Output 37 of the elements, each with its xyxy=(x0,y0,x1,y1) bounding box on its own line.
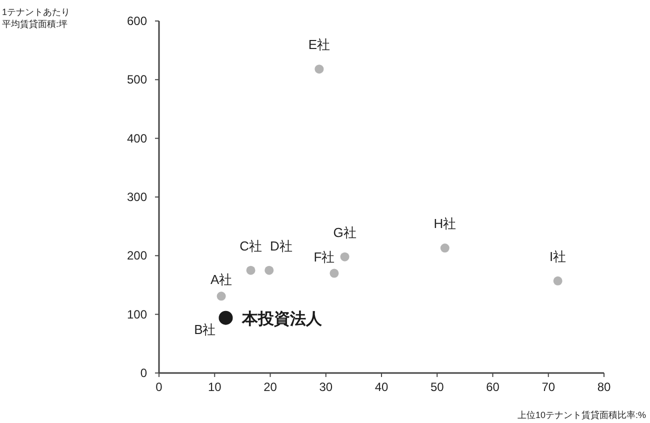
x-tick-label: 20 xyxy=(264,380,278,394)
point xyxy=(246,266,256,275)
x-tick-label: 40 xyxy=(374,380,388,394)
data-label: G社 xyxy=(333,224,356,240)
x-tick-label: 30 xyxy=(319,380,333,394)
point xyxy=(216,292,226,301)
y-tick-label: 300 xyxy=(126,190,148,204)
x-axis-title: 上位10テナント賃貸面積比率:% xyxy=(517,410,646,420)
annotation: B社 xyxy=(194,322,216,337)
data-label: H社 xyxy=(434,216,456,232)
text: 1テナントあたり平均賃貸面積:坪 xyxy=(2,6,72,30)
point xyxy=(553,276,562,286)
x-tick-label: 0 xyxy=(156,380,163,394)
series-label: 本投資法人 xyxy=(240,310,323,328)
point xyxy=(440,244,450,253)
y-tick-label: 600 xyxy=(126,14,148,28)
data-label: C社 xyxy=(240,238,262,254)
point xyxy=(314,64,324,74)
x-tick-label: 70 xyxy=(542,380,556,394)
data-label: D社 xyxy=(270,238,292,254)
data-label: I社 xyxy=(550,248,566,264)
y-tick-label: 500 xyxy=(126,72,148,87)
y-tick-label: 200 xyxy=(126,248,148,263)
x-tick-label: 50 xyxy=(430,380,444,394)
x-tick-label: 60 xyxy=(486,380,500,394)
y-tick-label: 0 xyxy=(140,366,148,380)
x-tick-label: 80 xyxy=(597,380,611,394)
data-label: E社 xyxy=(308,37,330,52)
point xyxy=(218,310,233,325)
data-label: F社 xyxy=(314,249,335,264)
y-tick-label: 100 xyxy=(126,307,148,322)
point xyxy=(264,266,274,275)
x-tick-label: 10 xyxy=(208,380,222,394)
point xyxy=(340,252,350,262)
data-label: A社 xyxy=(210,272,232,288)
point xyxy=(330,268,339,278)
y-tick-label: 400 xyxy=(126,131,148,146)
